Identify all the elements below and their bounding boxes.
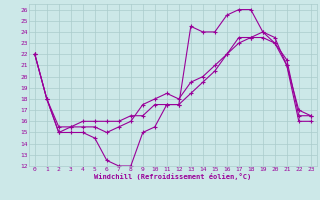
X-axis label: Windchill (Refroidissement éolien,°C): Windchill (Refroidissement éolien,°C) — [94, 173, 252, 180]
